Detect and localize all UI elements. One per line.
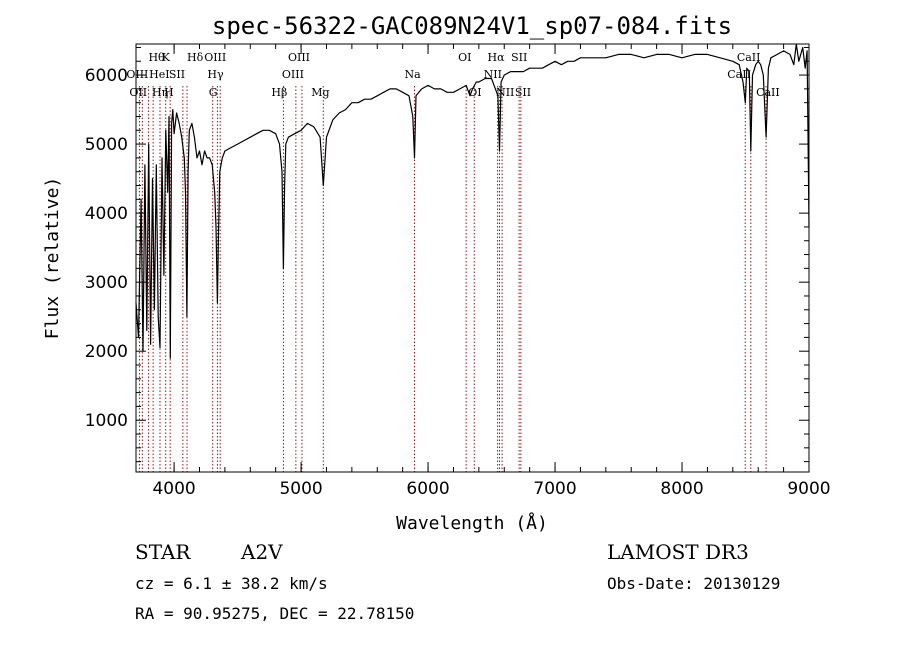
x-tick-label-3: 7000	[533, 479, 576, 499]
y-axis-label: Flux (relative)	[42, 177, 63, 340]
marker-label-9: OIII	[204, 51, 226, 64]
marker-label-16: Na	[404, 68, 421, 81]
marker-label-0: OII	[129, 86, 147, 99]
x-tick-label-5: 9000	[787, 479, 830, 499]
y-tick-label-3: 4000	[85, 204, 128, 224]
x-axis-label: Wavelength (Å)	[396, 512, 548, 534]
x-tick-label-1: 5000	[279, 479, 322, 499]
y-tick-label-5: 6000	[85, 66, 128, 86]
marker-label-18: OI	[468, 86, 481, 99]
marker-label-8: Hδ	[187, 51, 204, 64]
marker-label-10: Hγ	[207, 68, 224, 81]
y-tick-label-0: 1000	[85, 411, 128, 431]
plot-frame	[135, 43, 810, 473]
marker-label-22: SII	[511, 51, 527, 64]
redshift-readout: cz = 6.1 ± 38.2 km/s	[135, 574, 328, 593]
marker-label-7: SII	[169, 68, 185, 81]
marker-label-19: NII	[484, 68, 502, 81]
marker-label-20: Hα	[488, 51, 506, 64]
object-class: STAR	[135, 540, 191, 564]
axis-ticks: 4000 5000 6000 7000 8000 9000 1000 2000 3000 4000…	[85, 44, 831, 499]
marker-label-17: OI	[458, 51, 471, 64]
spectrum-series-0	[135, 43, 810, 359]
obs-date: Obs-Date: 20130129	[607, 574, 780, 593]
marker-label-1: Hθ	[148, 51, 165, 64]
marker-label-3: HeI	[149, 68, 169, 81]
survey-name: LAMOST DR3	[607, 540, 749, 564]
marker-label-11: G	[209, 86, 218, 99]
coordinates: RA = 90.95275, DEC = 22.78150	[135, 604, 414, 623]
marker-label-4: Hη	[152, 86, 168, 99]
x-tick-label-2: 6000	[406, 479, 449, 499]
x-tick-label-4: 8000	[660, 479, 703, 499]
marker-label-12: Hβ	[271, 86, 287, 99]
y-tick-label-2: 3000	[85, 273, 128, 293]
marker-label-24: CaII	[727, 68, 751, 81]
marker-label-6: H	[164, 86, 174, 99]
marker-label-21: NII	[496, 86, 514, 99]
marker-label-23: SII	[515, 86, 531, 99]
marker-label-5: K	[162, 51, 171, 64]
marker-label-2: OIII	[126, 68, 148, 81]
marker-label-13: OIII	[282, 68, 304, 81]
series-layer	[135, 43, 810, 359]
marker-label-25: CaII	[737, 51, 761, 64]
x-tick-label-0: 4000	[152, 479, 195, 499]
chart-title: spec-56322-GAC089N24V1_sp07-084.fits	[212, 12, 732, 40]
y-tick-label-4: 5000	[85, 135, 128, 155]
marker-label-15: Mg	[311, 86, 329, 99]
y-tick-label-1: 2000	[85, 342, 128, 362]
marker-label-14: OIII	[288, 51, 310, 64]
object-subclass: A2V	[240, 540, 283, 564]
